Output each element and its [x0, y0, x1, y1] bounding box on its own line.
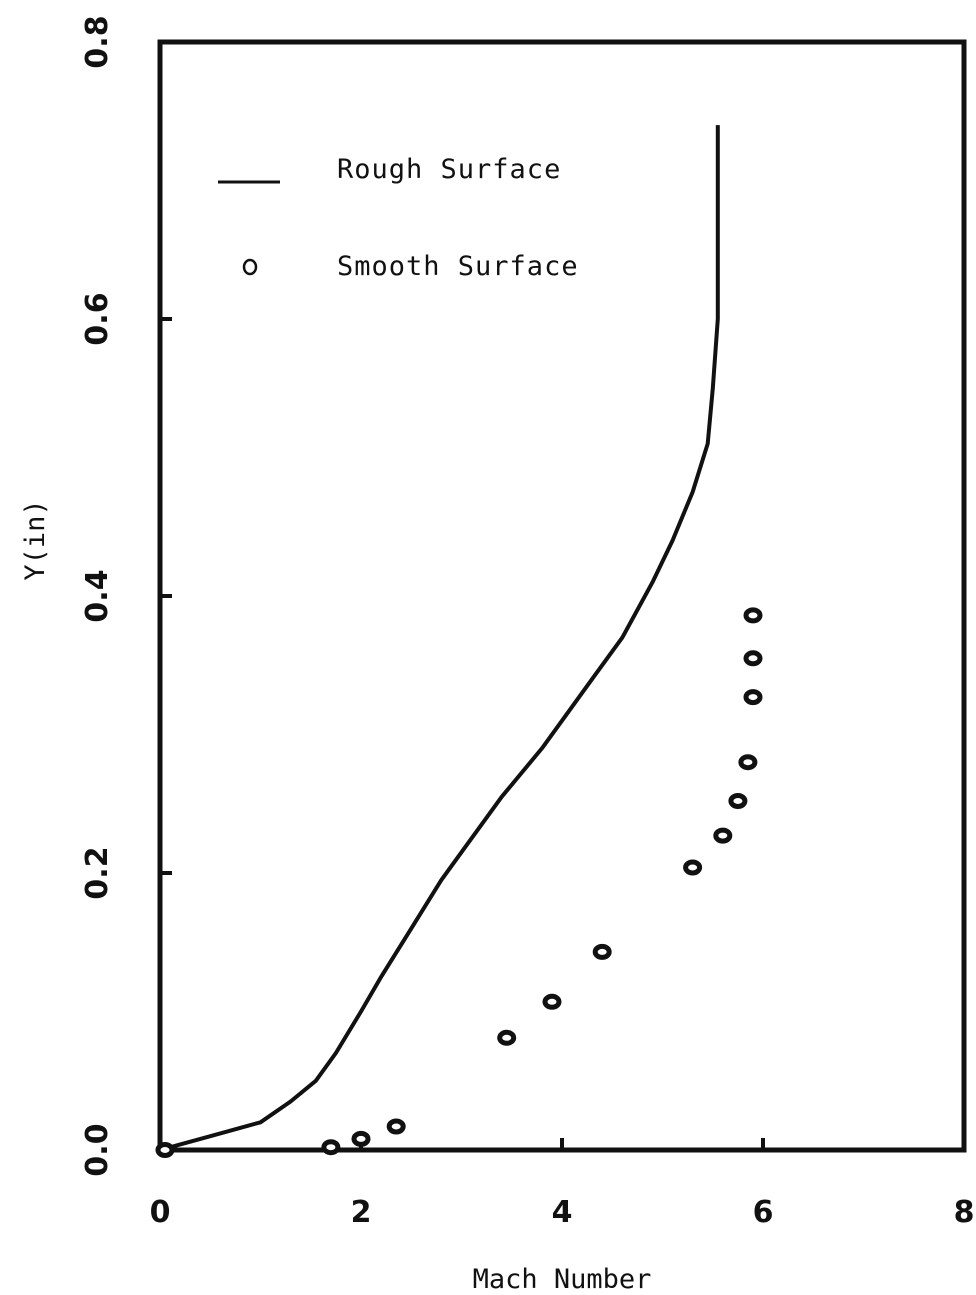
x-tick-label: 4 [552, 1195, 573, 1230]
y-tick-label: 0.0 [80, 1123, 115, 1176]
series-layer [155, 125, 763, 1158]
x-tick-label: 8 [954, 1195, 975, 1230]
axis-ticks [158, 40, 966, 1152]
y-tick-label: 0.4 [80, 569, 115, 622]
legend: Rough Surface Smooth Surface [218, 154, 579, 282]
smooth-point [592, 943, 612, 960]
tick-labels: 0 2 4 6 8 0.0 0.2 0.4 0.6 0.8 [80, 15, 974, 1230]
legend-smooth-label: Smooth Surface [337, 251, 579, 282]
y-tick-label: 0.6 [80, 292, 115, 345]
smooth-point [497, 1029, 517, 1046]
smooth-point [351, 1130, 371, 1147]
y-tick-label: 0.8 [80, 15, 115, 68]
legend-rough-label: Rough Surface [337, 154, 561, 185]
y-tick-label: 0.2 [80, 846, 115, 899]
legend-smooth-swatch [242, 258, 258, 276]
smooth-point [743, 689, 763, 706]
smooth-point [728, 793, 748, 809]
smooth-point [386, 1118, 406, 1135]
smooth-point [713, 827, 733, 844]
smooth-point [542, 993, 562, 1010]
series-rough-line [159, 125, 720, 1152]
smooth-point [155, 1142, 175, 1158]
smooth-point [683, 859, 703, 876]
smooth-point [743, 650, 763, 667]
x-tick-label: 0 [150, 1195, 171, 1230]
smooth-point [738, 754, 758, 771]
y-axis-label: Y(in) [20, 499, 51, 580]
x-tick-label: 6 [753, 1195, 774, 1230]
plot-frame [157, 39, 967, 1153]
smooth-point [321, 1139, 341, 1156]
x-tick-label: 2 [351, 1195, 372, 1230]
x-axis-label: Mach Number [473, 1264, 652, 1295]
smooth-point [743, 607, 763, 624]
